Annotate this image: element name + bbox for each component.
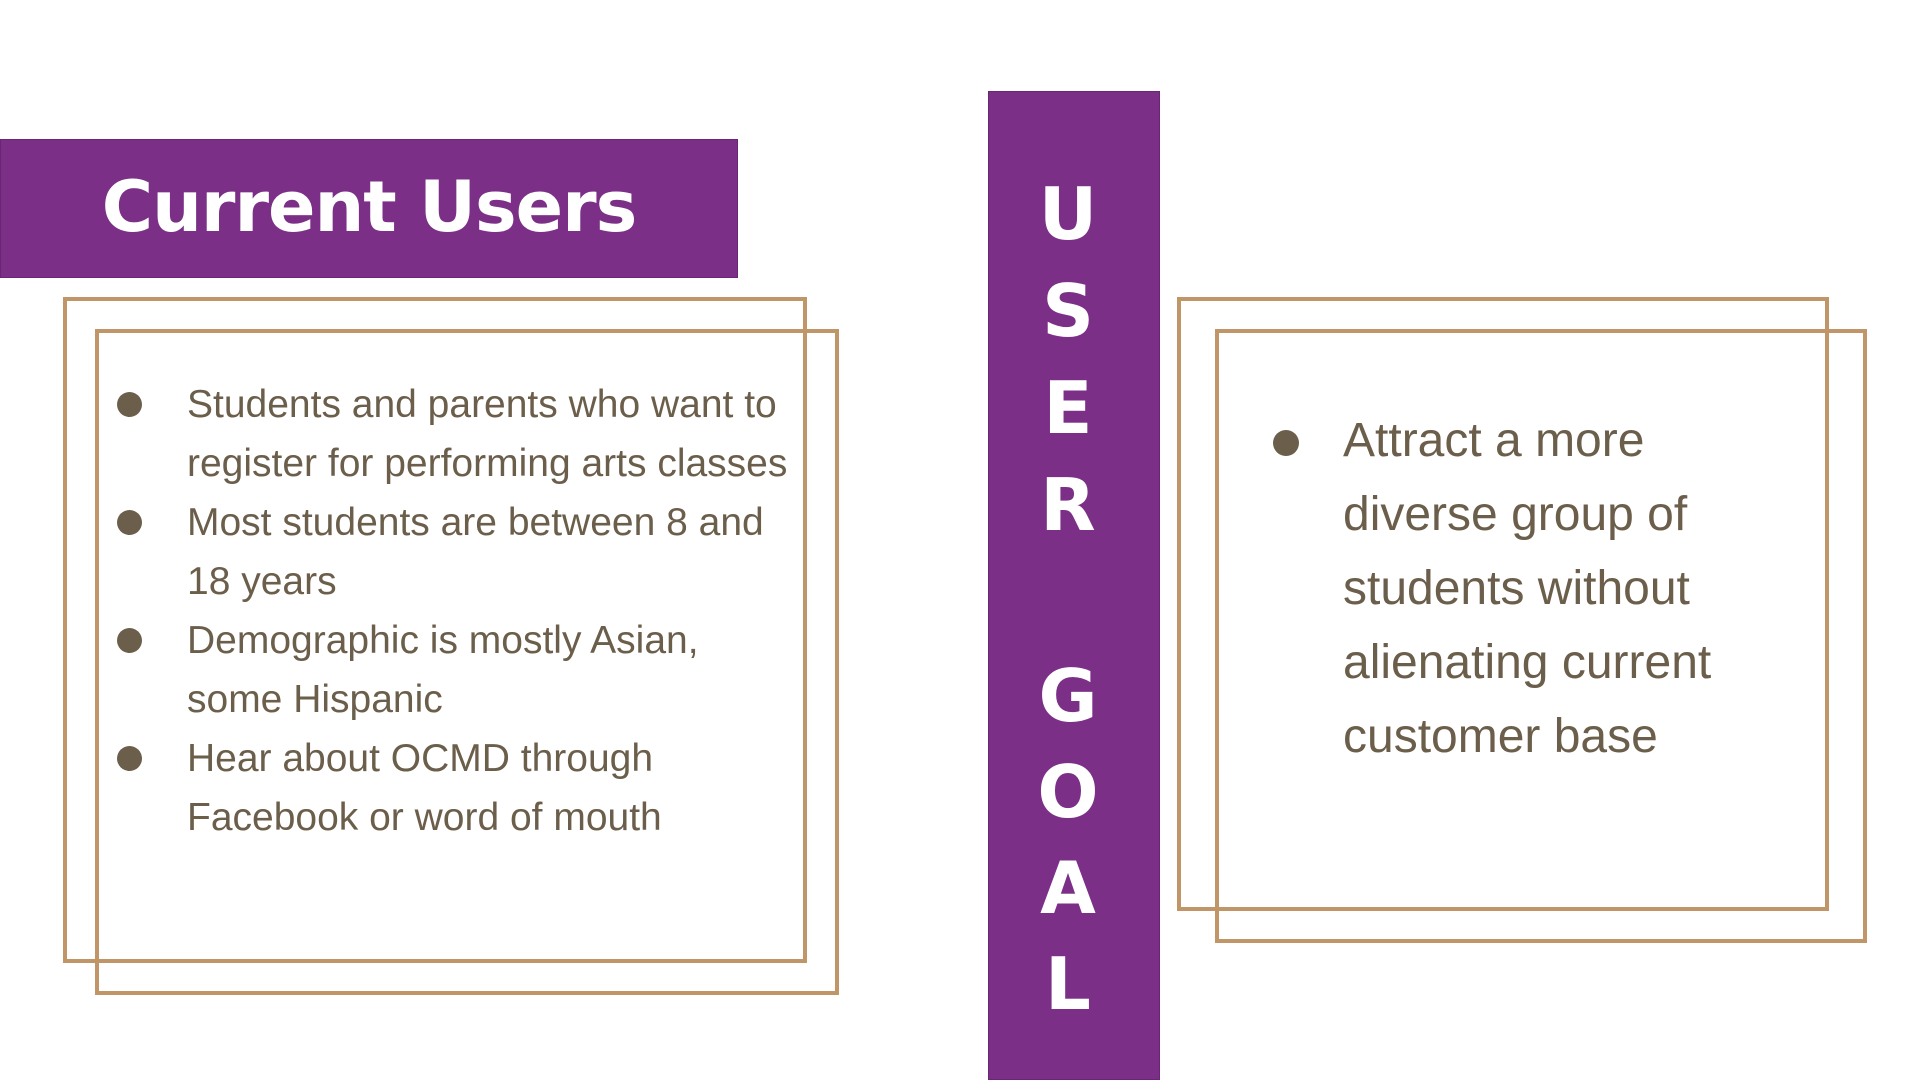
list-item-text: Attract a more diverse group of students… [1343,414,1712,763]
vertical-letter: S [1042,269,1094,353]
list-item-text: Demographic is mostly Asian, some Hispan… [187,619,699,721]
list-item: Demographic is mostly Asian, some Hispan… [115,611,795,729]
vertical-letter: A [1040,846,1096,930]
vertical-letter: U [1038,172,1098,256]
user-goal-list: Attract a more diverse group of students… [1273,404,1793,774]
bullet-icon [1273,430,1299,456]
list-item: Hear about OCMD through Facebook or word… [115,729,795,847]
list-item-text: Hear about OCMD through Facebook or word… [187,737,662,839]
left-frame-inner [95,329,839,995]
list-item: Students and parents who want to registe… [115,375,795,493]
current-users-list: Students and parents who want to registe… [115,375,795,847]
right-frame-inner [1215,329,1867,943]
current-users-title: Current Users [101,165,638,248]
list-item: Attract a more diverse group of students… [1273,404,1793,774]
bullet-icon [117,510,142,535]
vertical-letter: O [1037,750,1099,834]
user-goal-banner: U S E R G O A L [988,91,1160,1080]
bullet-icon [117,392,142,417]
vertical-letter: E [1043,366,1093,450]
vertical-letter: R [1040,463,1096,547]
left-frame-outer [63,297,807,963]
list-item: Most students are between 8 and 18 years [115,493,795,611]
list-item-text: Most students are between 8 and 18 years [187,501,764,603]
current-users-banner: Current Users [0,139,738,278]
list-item-text: Students and parents who want to registe… [187,383,788,485]
vertical-letter: G [1038,654,1098,738]
right-frame-outer [1177,297,1829,911]
bullet-icon [117,628,142,653]
bullet-icon [117,746,142,771]
vertical-letter: L [1045,942,1091,1026]
